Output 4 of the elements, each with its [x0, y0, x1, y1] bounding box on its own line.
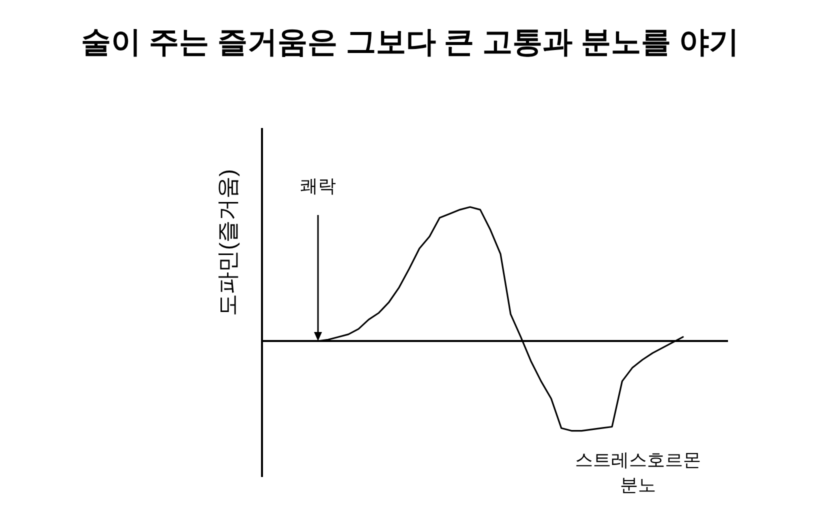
chart-title: 술이 주는 즐거움은 그보다 큰 고통과 분노를 야기: [80, 26, 740, 59]
y-axis-title: 도파민(즐거움): [215, 169, 240, 316]
text: 스트레스호르몬 분노: [575, 450, 701, 495]
text: 쾌락: [300, 176, 336, 196]
